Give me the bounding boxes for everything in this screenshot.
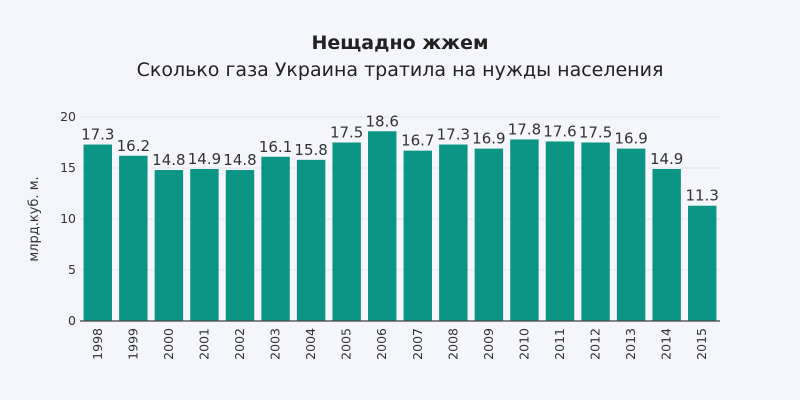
data-label: 14.8 [223, 151, 256, 169]
bar [616, 148, 646, 321]
bar [688, 205, 717, 321]
x-tick-label: 2014 [659, 328, 674, 360]
bar [510, 139, 539, 321]
bar [296, 159, 326, 321]
x-tick-label: 2015 [694, 328, 709, 360]
y-tick-label: 5 [68, 262, 76, 277]
bar [368, 131, 397, 321]
chart-subtitle: Сколько газа Украина тратила на нужды на… [136, 59, 664, 81]
bar [225, 170, 255, 321]
x-tick-label: 2004 [303, 328, 318, 360]
bar [261, 156, 290, 321]
data-label: 16.2 [117, 137, 150, 155]
data-label: 14.9 [188, 150, 221, 168]
x-tick-label: 2002 [232, 328, 247, 360]
data-label: 11.3 [686, 187, 719, 205]
x-tick-label: 2013 [623, 328, 638, 360]
bar [119, 155, 148, 321]
data-label: 14.9 [650, 150, 683, 168]
bar [652, 169, 681, 321]
y-tick-label: 10 [60, 211, 76, 226]
data-label: 17.6 [543, 122, 576, 140]
x-tick-label: 2009 [481, 328, 496, 360]
data-label: 17.5 [330, 124, 363, 142]
data-label: 17.3 [81, 126, 114, 144]
data-label: 17.3 [437, 126, 470, 144]
data-label: 17.8 [508, 120, 541, 138]
data-label: 16.7 [401, 132, 434, 150]
x-tick-label: 2001 [196, 328, 211, 360]
chart-title: Нещадно жжем [311, 32, 489, 54]
x-tick-label: 2003 [268, 328, 283, 360]
bar [581, 142, 610, 321]
x-tick-label: 2007 [410, 328, 425, 360]
x-tick-label: 2012 [588, 328, 603, 360]
bar [474, 148, 504, 321]
x-tick-label: 2011 [552, 328, 567, 360]
x-tick-label: 1998 [90, 328, 105, 360]
y-tick-label: 20 [60, 109, 76, 124]
x-tick-label: 2010 [516, 328, 531, 360]
bar [403, 150, 432, 321]
y-axis-title: млрд.куб. м. [27, 176, 42, 261]
data-label: 14.8 [152, 151, 185, 169]
bar [332, 142, 361, 321]
data-label: 16.1 [259, 138, 292, 156]
bar [190, 169, 219, 321]
data-label: 18.6 [366, 112, 399, 130]
x-tick-label: 2006 [374, 328, 389, 360]
x-tick-label: 2005 [339, 328, 354, 360]
x-tick-label: 2008 [445, 328, 460, 360]
data-label: 17.5 [579, 124, 612, 142]
y-tick-label: 15 [60, 160, 76, 175]
data-label: 16.9 [614, 130, 647, 148]
bar [545, 141, 575, 321]
bar [439, 144, 468, 321]
data-label: 16.9 [472, 130, 505, 148]
x-tick-label: 2000 [161, 328, 176, 360]
data-label: 15.8 [294, 141, 327, 159]
bar [154, 170, 184, 321]
x-tick-label: 1999 [125, 328, 140, 360]
y-tick-label: 0 [68, 313, 76, 328]
bar [83, 144, 112, 321]
